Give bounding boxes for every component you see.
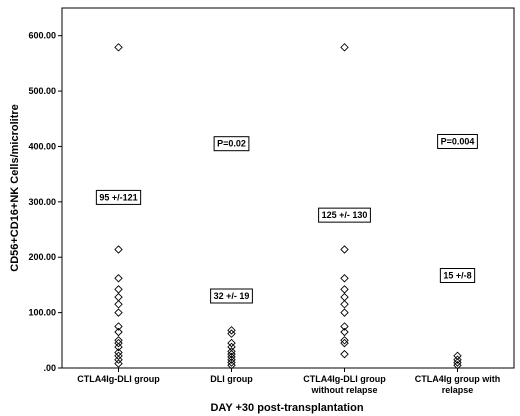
annotations: 95 +/-121 P=0.02 32 +/- 19 125 +/- 130 P=0.0… xyxy=(95,133,478,304)
data-point xyxy=(340,274,349,283)
x-tick-label: CTLA4Ig-DLI group xyxy=(77,374,160,384)
y-axis: .00 100.00 200.00 300.00 400.00 500.00 600.00 xyxy=(28,31,62,373)
data-point xyxy=(114,342,123,352)
y-tick-label: 600.00 xyxy=(28,31,56,41)
x-axis-title: DAY +30 post-transplantation xyxy=(210,402,363,414)
data-point xyxy=(340,43,349,52)
data-point xyxy=(453,355,462,364)
data-point xyxy=(227,347,236,356)
y-tick-label: 200.00 xyxy=(28,252,56,262)
annotation-box: 95 +/-121 xyxy=(95,189,142,205)
data-point xyxy=(340,338,349,348)
y-tick-label: 100.00 xyxy=(28,308,56,318)
annotation-box: 15 +/-8 xyxy=(439,268,476,284)
data-point xyxy=(114,245,123,254)
x-tick-label: DLI group xyxy=(210,374,253,384)
x-axis: CTLA4Ig-DLI group DLI group CTLA4Ig-DLI gr… xyxy=(77,368,500,395)
annotation-text: 32 +/- 19 xyxy=(214,291,250,301)
annotation-box: P=0.02 xyxy=(213,136,250,152)
data-point xyxy=(340,349,349,359)
data-point xyxy=(227,355,236,364)
data-point xyxy=(227,326,236,335)
annotation-text: P=0.02 xyxy=(217,139,246,149)
data-point xyxy=(114,327,123,337)
plot-area xyxy=(61,7,515,369)
data-point xyxy=(227,349,236,359)
annotation-text: 95 +/-121 xyxy=(99,192,137,202)
y-tick-label: 300.00 xyxy=(28,197,56,207)
x-tick-label: relapse xyxy=(442,385,474,395)
annotation-box: P=0.004 xyxy=(437,133,478,149)
x-tick-label: without relapse xyxy=(310,385,377,395)
data-point xyxy=(340,300,349,309)
annotation-box: 32 +/- 19 xyxy=(210,288,253,304)
data-points xyxy=(114,43,462,370)
data-point xyxy=(114,300,123,309)
data-point xyxy=(114,274,123,283)
data-point xyxy=(227,352,236,362)
y-tick-label: 400.00 xyxy=(28,141,56,151)
annotation-text: 125 +/- 130 xyxy=(322,210,368,220)
x-tick-label: CTLA4Ig group with xyxy=(415,374,501,384)
data-point xyxy=(114,359,123,368)
data-point xyxy=(227,338,236,348)
data-point xyxy=(114,355,123,364)
data-point xyxy=(227,358,236,367)
data-point xyxy=(227,360,236,370)
y-tick-label: .00 xyxy=(43,363,56,373)
y-tick-label: 500.00 xyxy=(28,86,56,96)
data-point xyxy=(227,329,236,338)
data-point xyxy=(340,327,349,337)
data-point xyxy=(340,308,349,317)
y-axis-title: CD56+CD16+NK Cells/microlitre xyxy=(9,104,21,272)
data-point xyxy=(114,308,123,317)
data-point xyxy=(340,245,349,254)
annotation-text: 15 +/-8 xyxy=(443,271,471,281)
data-point xyxy=(340,322,349,331)
data-point xyxy=(114,322,123,331)
annotation-text: P=0.004 xyxy=(441,136,475,146)
data-point xyxy=(340,336,349,345)
data-point xyxy=(453,360,462,370)
data-point xyxy=(114,338,123,348)
data-point xyxy=(114,43,123,52)
annotation-box: 125 +/- 130 xyxy=(318,207,371,223)
data-point xyxy=(453,358,462,367)
x-tick-label: CTLA4Ig-DLI group xyxy=(303,374,386,384)
